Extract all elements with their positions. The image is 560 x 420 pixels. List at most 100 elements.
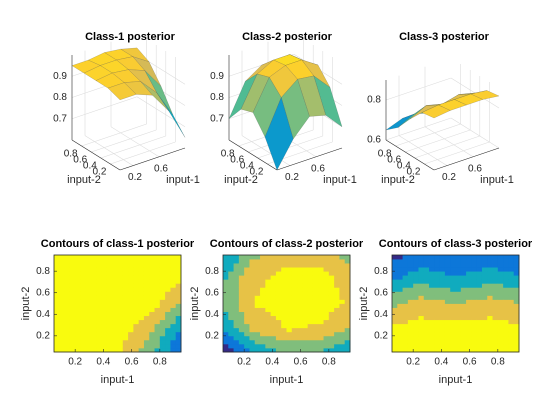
x-axis-label: input-1 — [480, 174, 514, 186]
contour-cell — [444, 259, 451, 264]
contour-cell — [402, 263, 409, 268]
contour-cell — [96, 331, 103, 337]
contour-cell — [444, 275, 451, 280]
contour-cell — [112, 263, 118, 268]
contour-cell — [112, 299, 118, 304]
contour-cell — [450, 255, 456, 260]
contour-cell — [423, 335, 430, 341]
contour-cell — [64, 319, 71, 325]
contour-cell — [223, 303, 229, 308]
contour-cell — [175, 271, 182, 276]
contour-cell — [450, 291, 456, 296]
contour-cell — [423, 279, 430, 284]
y-tick-label: 0.6 — [205, 287, 219, 298]
contour-cell — [281, 343, 287, 349]
contour-cell — [471, 315, 478, 321]
contour-cell — [318, 255, 324, 260]
contour-cell — [101, 315, 108, 321]
contour-cell — [228, 347, 234, 353]
contour-cell — [175, 295, 182, 300]
contour-cell — [59, 347, 65, 353]
contour-cell — [392, 307, 398, 312]
title: Class-2 posterior — [242, 31, 333, 43]
contour-cell — [265, 311, 272, 317]
contour-cell — [455, 283, 462, 288]
contour-cell — [249, 259, 256, 264]
contour-cell — [323, 319, 330, 325]
contour-cell — [339, 263, 346, 268]
contour-cell — [434, 327, 441, 333]
contour-cell — [455, 307, 462, 312]
contour-cell — [328, 263, 335, 268]
x-tick-label: 0.2 — [406, 357, 420, 368]
z-tick-label: 0.7 — [210, 113, 224, 124]
contour-cell — [392, 299, 398, 304]
contour-cell — [228, 311, 234, 317]
contour-cell — [59, 267, 65, 272]
contour-cell — [455, 343, 462, 349]
contour-cell — [291, 303, 298, 308]
contour-cell — [85, 311, 92, 317]
contour-cell — [260, 271, 266, 276]
contour-cell — [254, 347, 261, 353]
contour-cell — [228, 263, 234, 268]
contour-cell — [397, 307, 403, 312]
contour-cell — [106, 319, 113, 325]
contour-cell — [154, 303, 161, 308]
contour-cell — [508, 307, 515, 312]
contour-cell — [481, 295, 488, 300]
contour-cell — [323, 271, 330, 276]
contour-cell — [513, 323, 520, 329]
contour-cell — [101, 311, 108, 317]
contour-cell — [471, 287, 478, 292]
contour-cell — [154, 275, 161, 280]
y-tick-label: 0.8 — [36, 266, 50, 277]
contour-cell — [439, 255, 446, 260]
contour-cell — [291, 343, 298, 349]
contour-cell — [487, 315, 493, 321]
contour-cell — [323, 339, 330, 345]
contour-cell — [444, 255, 451, 260]
contour-cell — [91, 315, 97, 321]
contour-cell — [69, 295, 76, 300]
contour-cell — [439, 311, 446, 317]
contour-cell — [328, 347, 335, 353]
contour-cell — [312, 283, 319, 288]
contour-cell — [429, 311, 435, 317]
contour-cell — [117, 267, 124, 272]
contour-cell — [254, 295, 261, 300]
contour-cell — [54, 315, 60, 321]
contour-cell — [328, 327, 335, 333]
contour-cell — [423, 299, 430, 304]
contour-cell — [223, 339, 229, 345]
contour-cell — [334, 347, 340, 353]
y-tick-label: 0.6 — [374, 287, 388, 298]
contour-cell — [249, 327, 256, 333]
contour-cell — [455, 299, 462, 304]
contour-cell — [54, 271, 60, 276]
contour-cell — [513, 315, 520, 321]
contour-cell — [471, 327, 478, 333]
contour-cell — [106, 303, 113, 308]
contour-cell — [291, 331, 298, 337]
contour-cell — [339, 271, 346, 276]
contour-cell — [429, 259, 435, 264]
contour-cell — [244, 255, 250, 260]
contour-cell — [328, 275, 335, 280]
contour-cell — [170, 335, 177, 341]
contour-cell — [402, 275, 409, 280]
contour-cell — [312, 315, 319, 321]
grid-line — [71, 96, 138, 120]
contour-cell — [460, 319, 467, 325]
contour-cell — [270, 283, 277, 288]
axes-box — [391, 254, 520, 353]
x-axis — [119, 147, 186, 171]
contour-cell — [133, 283, 140, 288]
title: Class-3 posterior — [399, 31, 490, 43]
contour-cell — [397, 279, 403, 284]
contour-cell — [138, 279, 145, 284]
contour-cell — [291, 275, 298, 280]
contour-cell — [455, 339, 462, 345]
contour-cell — [128, 343, 134, 349]
contour-cell — [503, 319, 509, 325]
